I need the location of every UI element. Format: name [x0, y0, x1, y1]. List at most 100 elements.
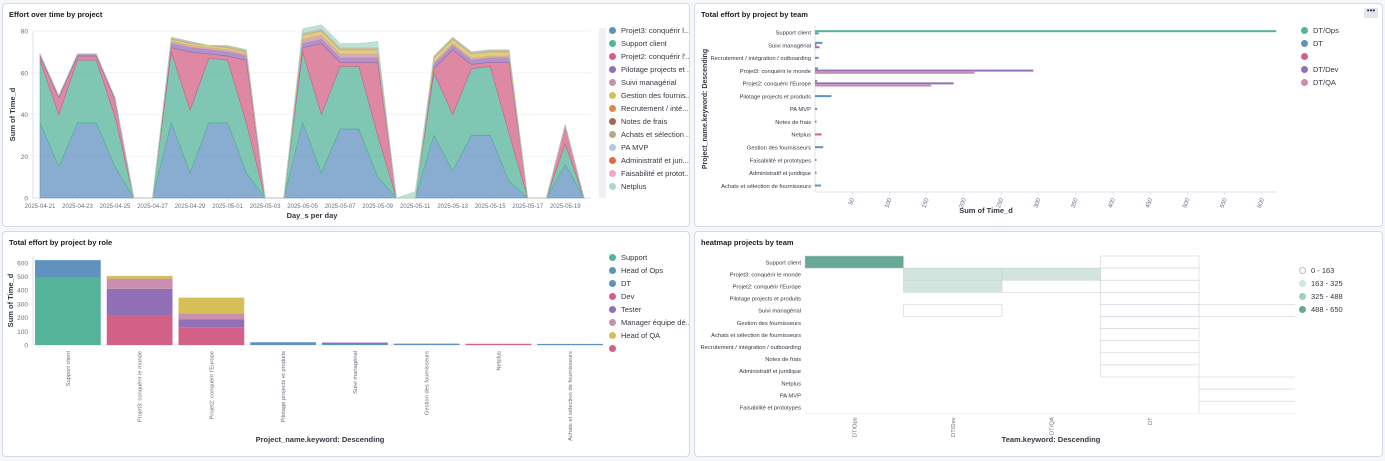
x-tick-label: 100 — [884, 197, 893, 209]
legend-swatch — [609, 66, 616, 73]
y-tick-label: 200 — [17, 315, 28, 322]
legend-label: Faisabilité et protot... — [621, 169, 689, 178]
heat-cell — [804, 255, 904, 269]
bar — [815, 146, 824, 149]
legend-swatch — [609, 131, 616, 138]
legend-label: Netplus — [621, 182, 647, 191]
x-tick-label: 2025-05-13 — [437, 204, 468, 210]
vbar-chart[interactable]: 0 100 200 300 400 500 600 Support client Projet3… — [3, 232, 603, 456]
x-tick-label: DT/Dev — [951, 417, 957, 437]
bar — [815, 80, 818, 83]
legend-item[interactable]: Dev — [609, 290, 689, 303]
bar — [178, 327, 245, 345]
legend-swatch — [609, 254, 616, 261]
panel-effort-over-time: Effort over time by project 0 20 40 60 80 202… — [2, 3, 690, 227]
heatmap-chart[interactable]: Support client Projet3: conquérir le mond… — [695, 232, 1295, 456]
y-tick-label: Projet2: conquérir l'Europe — [733, 284, 801, 290]
legend-scrollbar[interactable] — [599, 28, 606, 198]
legend-item[interactable]: PA MVP — [609, 141, 689, 154]
legend-item[interactable]: DT/Dev — [1301, 63, 1381, 76]
legend-item[interactable]: DT — [1301, 37, 1381, 50]
y-tick-label: Achats et sélection de fournisseurs — [721, 184, 811, 190]
legend-label: DT/QA — [1313, 78, 1336, 87]
x-tick-label: DT — [1148, 417, 1154, 425]
legend-item[interactable]: Gestion des fournis... — [609, 89, 689, 102]
bar — [322, 342, 388, 344]
x-tick-label: 2025-05-03 — [250, 204, 281, 210]
y-tick-label: Administratif et juridique — [749, 171, 811, 177]
legend-label: DT — [1313, 39, 1323, 48]
panel-title: Total effort by project by role — [9, 238, 113, 247]
x-axis-title: Team.keyword: Descending — [1002, 435, 1101, 444]
y-tick-label: Recrutement / intégration / outboarding — [710, 56, 811, 62]
heat-cell — [903, 267, 1003, 281]
y-tick-label: 400 — [17, 288, 28, 295]
legend-item[interactable]: DT — [609, 277, 689, 290]
x-tick-label: 2025-05-19 — [550, 204, 581, 210]
y-tick-label: Projet3: conquérir le monde — [730, 272, 801, 278]
bar — [178, 313, 245, 320]
legend-item[interactable] — [609, 342, 689, 355]
y-tick-label: Projet2: conquérir l'Europe — [743, 82, 811, 88]
y-tick-label: Pilotage projects et produits — [729, 297, 801, 303]
legend-item[interactable]: Manager équipe dé... — [609, 316, 689, 329]
legend: Support Head of Ops DT Dev Tester Manager équ… — [609, 251, 689, 355]
bar — [815, 46, 820, 49]
legend-item[interactable]: Support client — [609, 37, 689, 50]
y-tick-label: 300 — [17, 301, 28, 308]
heat-cell — [1001, 267, 1101, 281]
bar — [815, 107, 818, 110]
options-icon[interactable]: ••• — [1364, 7, 1378, 18]
legend-item[interactable]: Faisabilité et protot... — [609, 167, 689, 180]
legend-item[interactable]: Suivi managérial — [609, 76, 689, 89]
x-tick-label: 600 — [1257, 197, 1266, 209]
legend-item[interactable]: Notes de frais — [609, 115, 689, 128]
legend-item[interactable]: Projet2: conquérir l'... — [609, 50, 689, 63]
legend-swatch — [1299, 267, 1306, 274]
legend-swatch — [609, 332, 616, 339]
legend-item[interactable]: Achats et sélection ... — [609, 128, 689, 141]
heat-cell — [1100, 364, 1200, 378]
legend-item[interactable]: Head of Ops — [609, 264, 689, 277]
area-chart[interactable]: 0 20 40 60 80 2025-04-21 2025-04-23 2025-04-25 2… — [3, 4, 603, 226]
bar — [178, 297, 245, 314]
bar — [815, 84, 932, 87]
y-tick-label: 0 — [24, 343, 28, 350]
legend-item[interactable]: 0 - 163 — [1299, 264, 1379, 277]
legend-item[interactable]: Recrutement / inté... — [609, 102, 689, 115]
panel-total-effort-role: Total effort by project by role 0 100 200 3… — [2, 231, 690, 457]
legend-swatch — [609, 267, 616, 274]
legend-item[interactable]: Head of QA — [609, 329, 689, 342]
x-tick-label: 2025-04-27 — [137, 204, 168, 210]
legend-item[interactable]: Tester — [609, 303, 689, 316]
bar — [815, 67, 818, 70]
legend-item[interactable] — [1301, 50, 1381, 63]
x-axis-title: Sum of Time_d — [959, 206, 1013, 215]
legend-item[interactable]: 488 - 650 — [1299, 303, 1379, 316]
area-series — [39, 24, 585, 199]
x-tick-label: Projet2: conquérir l'Europe — [209, 351, 215, 419]
legend-item[interactable]: Pilotage projects et ... — [609, 63, 689, 76]
heat-cell — [1100, 340, 1200, 354]
legend-item[interactable]: Projet3: conquérir l... — [609, 24, 689, 37]
legend-item[interactable]: Netplus — [609, 180, 689, 193]
y-tick-label: Faisabilité et prototypes — [740, 405, 801, 411]
legend-item[interactable]: DT/Ops — [1301, 24, 1381, 37]
legend-item[interactable]: Administratif et juri... — [609, 154, 689, 167]
legend-swatch — [1301, 40, 1308, 47]
x-tick-label: 300 — [1033, 197, 1042, 209]
legend-label: Suivi managérial — [621, 78, 677, 87]
legend-item[interactable]: 325 - 488 — [1299, 290, 1379, 303]
heat-cell — [1100, 304, 1200, 317]
x-tick-label: Projet3: conquérir le monde — [138, 351, 144, 422]
legend-label: Gestion des fournis... — [621, 91, 689, 100]
legend-item[interactable]: 163 - 325 — [1299, 277, 1379, 290]
bar — [35, 260, 101, 278]
hbar-chart[interactable]: 50 100 150 200 250 300 350 400 450 500 550 600 Suppo… — [695, 4, 1295, 226]
legend-item[interactable]: DT/QA — [1301, 76, 1381, 89]
bar — [35, 277, 101, 345]
legend-label: DT/Dev — [1313, 65, 1339, 74]
y-tick-label: Suivi managérial — [768, 43, 811, 49]
legend-item[interactable]: Support — [609, 251, 689, 264]
bar — [106, 275, 173, 279]
